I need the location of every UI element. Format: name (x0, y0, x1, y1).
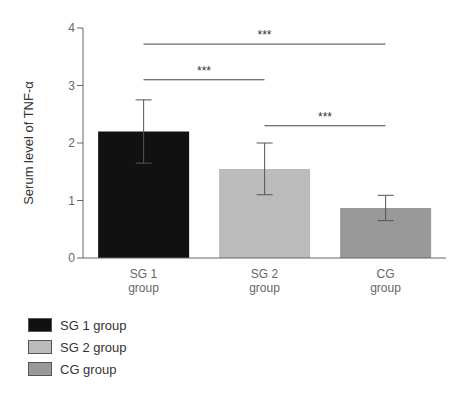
html-text:SG 1 group: SG 1 group (60, 317, 127, 333)
svg-text:SG 1group: SG 1group (128, 267, 159, 295)
svg-text:***: *** (197, 64, 211, 78)
svg-text:4: 4 (68, 21, 75, 35)
svg-text:2: 2 (68, 136, 75, 150)
svg-text:CGgroup: CGgroup (370, 267, 401, 295)
svg-text:***: *** (318, 110, 332, 124)
svg-text:0: 0 (68, 251, 75, 265)
html-text:SG 2 group: SG 2 group (60, 339, 127, 355)
svg-text:***: *** (257, 28, 271, 42)
svg-text:3: 3 (68, 79, 75, 93)
svg-text:SG 2group: SG 2group (249, 267, 280, 295)
svg-text:Serum level of TNF-α: Serum level of TNF-α (21, 81, 36, 205)
html-text:CG group: CG group (60, 361, 117, 377)
svg-text:1: 1 (68, 194, 75, 208)
